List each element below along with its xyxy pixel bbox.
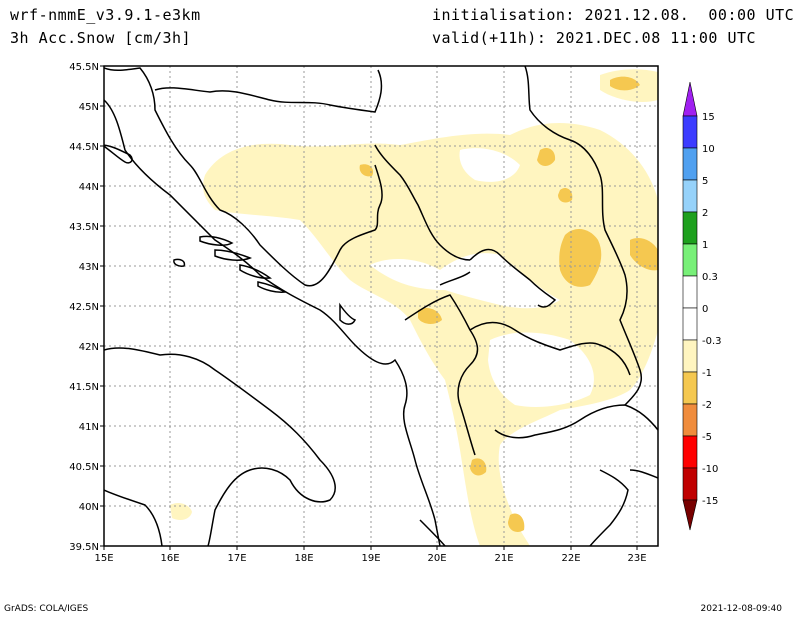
colorbar-swatch: [682, 275, 698, 309]
colorbar-label: -5: [702, 432, 712, 443]
lat-label: 40.5N: [69, 462, 99, 473]
lat-label: 43.5N: [69, 222, 99, 233]
colorbar-label: 0: [702, 304, 708, 315]
lon-label: 23E: [627, 553, 646, 564]
colorbar-swatch: [682, 179, 698, 213]
lat-label: 40N: [79, 502, 99, 513]
valid-time: valid(+11h): 2021.DEC.08 11:00 UTC: [432, 29, 757, 47]
colorbar: [682, 81, 698, 531]
model-title: wrf-nmmE_v3.9.1-e3km: [10, 6, 201, 24]
lat-label: 41.5N: [69, 382, 99, 393]
lat-label: 43N: [79, 262, 99, 273]
coastlines-and-borders: [104, 66, 658, 546]
snow-area-light-3: [170, 502, 192, 520]
colorbar-swatch: [682, 371, 698, 405]
colorbar-top-arrow: [682, 81, 698, 117]
lat-label: 44N: [79, 182, 99, 193]
lat-label: 42.5N: [69, 302, 99, 313]
colorbar-swatch: [682, 467, 698, 501]
lat-label: 44.5N: [69, 142, 99, 153]
latitude-labels: 45.5N 45N 44.5N 44N 43.5N 43N 42.5N 42N …: [69, 62, 99, 553]
lat-label: 42N: [79, 342, 99, 353]
colorbar-label: -1: [702, 368, 712, 379]
lon-label: 16E: [160, 553, 179, 564]
colorbar-label: -0.3: [702, 336, 722, 347]
map-grid: [104, 66, 658, 546]
colorbar-label: 0.3: [702, 272, 718, 283]
axis-ticks: [100, 65, 638, 550]
colorbar-swatch: [682, 435, 698, 469]
lat-label: 45N: [79, 102, 99, 113]
snow-area-moderate: [559, 228, 602, 287]
init-time: initialisation: 2021.12.08. 00:00 UTC: [432, 6, 795, 24]
colorbar-label: -10: [702, 464, 718, 475]
colorbar-swatch: [682, 403, 698, 437]
lat-label: 39.5N: [69, 542, 99, 553]
colorbar-label: 2: [702, 208, 708, 219]
colorbar-swatch: [682, 339, 698, 373]
lon-label: 20E: [427, 553, 446, 564]
colorbar-label: 1: [702, 240, 708, 251]
lon-label: 15E: [94, 553, 113, 564]
lat-label: 45.5N: [69, 62, 99, 73]
lon-label: 21E: [494, 553, 513, 564]
colorbar-label: 5: [702, 176, 708, 187]
colorbar-swatch: [682, 115, 698, 149]
footer-timestamp: 2021-12-08-09:40: [700, 604, 783, 614]
snow-area-light: [203, 123, 658, 546]
colorbar-label: 15: [702, 112, 715, 123]
colorbar-label: 10: [702, 144, 715, 155]
lon-label: 19E: [361, 553, 380, 564]
colorbar-label: -15: [702, 496, 718, 507]
colorbar-labels: 15 10 5 2 1 0.3 0 -0.3 -1 -2 -5 -10 -15: [702, 112, 722, 507]
colorbar-bottom-arrow: [682, 499, 698, 531]
colorbar-swatch: [682, 243, 698, 277]
snow-shading: [170, 69, 658, 546]
colorbar-swatch: [682, 147, 698, 181]
colorbar-swatch: [682, 211, 698, 245]
footer-credit: GrADS: COLA/IGES: [4, 604, 89, 614]
lon-label: 22E: [561, 553, 580, 564]
lon-label: 18E: [294, 553, 313, 564]
lat-label: 41N: [79, 422, 99, 433]
longitude-labels: 15E 16E 17E 18E 19E 20E 21E 22E 23E: [94, 553, 646, 564]
field-title: 3h Acc.Snow [cm/3h]: [10, 29, 192, 47]
colorbar-swatch: [682, 307, 698, 341]
lon-label: 17E: [227, 553, 246, 564]
colorbar-label: -2: [702, 400, 712, 411]
